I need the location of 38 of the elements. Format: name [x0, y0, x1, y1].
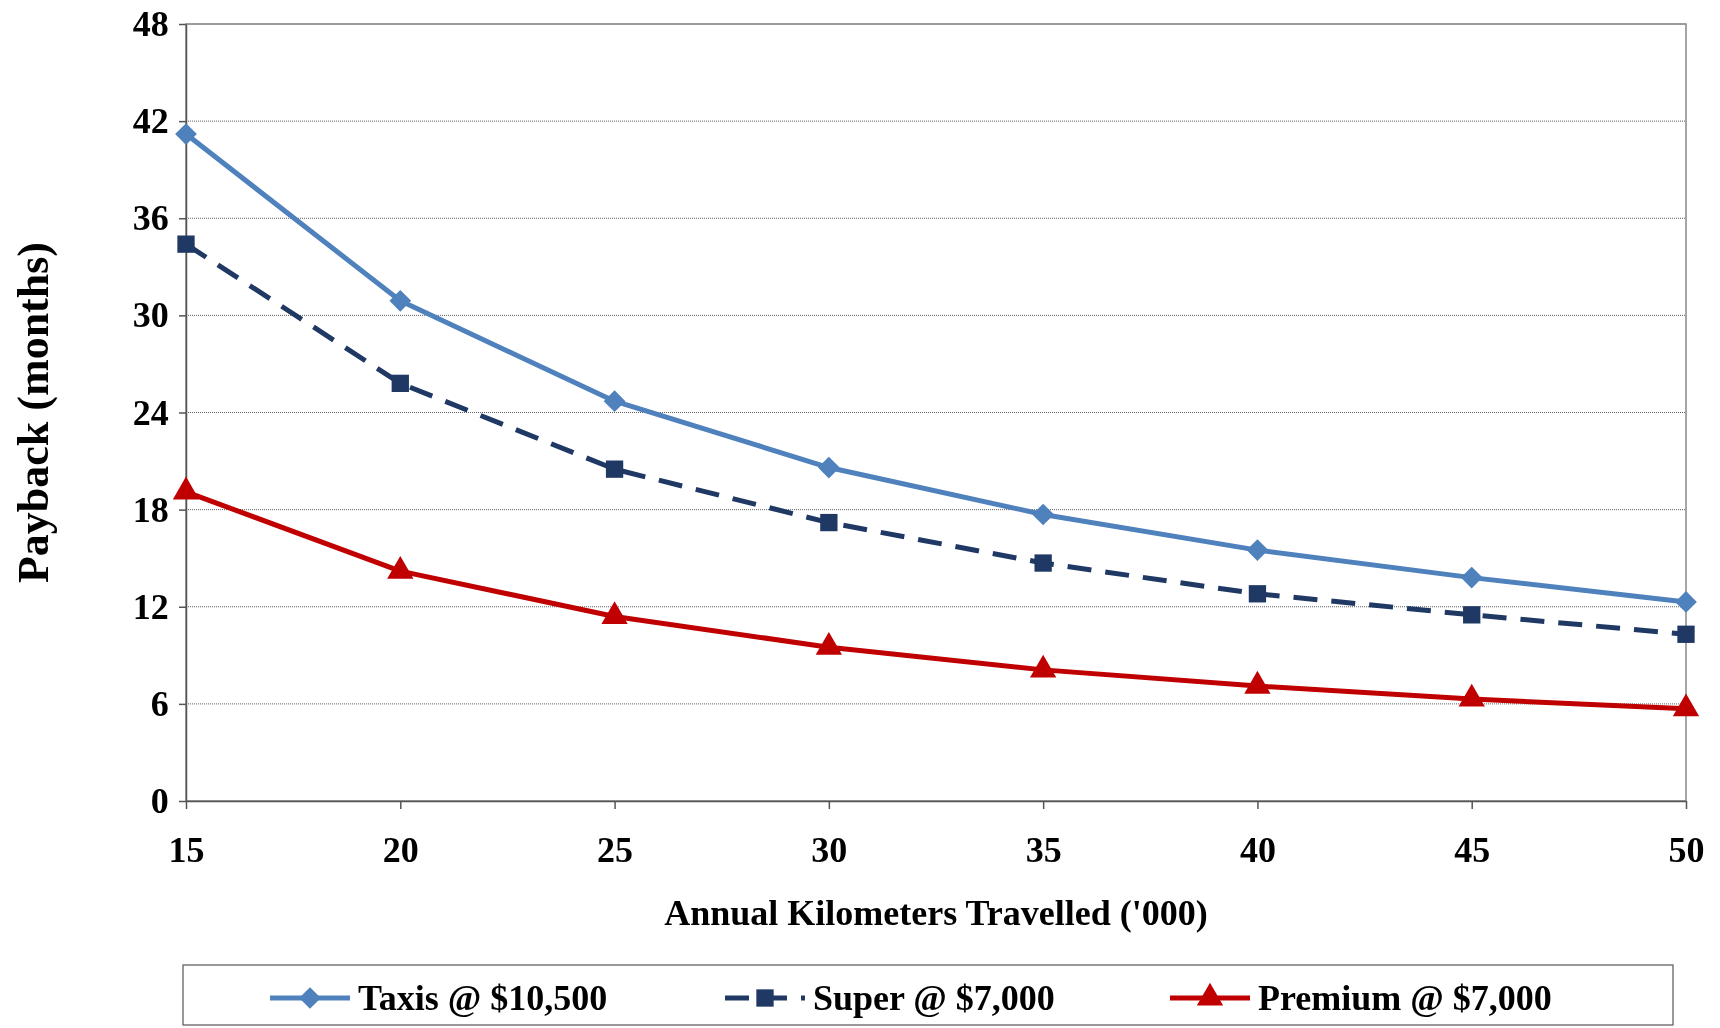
point	[820, 513, 838, 532]
point	[1246, 539, 1269, 561]
point	[391, 374, 409, 393]
x-tick-label: 15	[168, 830, 205, 871]
point	[1032, 503, 1054, 526]
y-tick-label: 24	[132, 392, 169, 433]
point	[175, 123, 197, 145]
y-axis-title: Payback (months)	[9, 241, 58, 584]
point	[603, 390, 626, 413]
x-tick-label: 40	[1239, 830, 1276, 871]
y-tick-label: 48	[132, 4, 169, 45]
point	[1034, 554, 1052, 572]
x-tick-label: 45	[1454, 830, 1491, 871]
point	[1463, 606, 1481, 624]
y-tick-label: 42	[132, 101, 169, 142]
x-axis-title: Annual Kilometers Travelled ('000)	[664, 893, 1208, 933]
point	[605, 460, 624, 478]
y-tick-label: 30	[132, 295, 169, 336]
y-tick-label: 18	[132, 489, 169, 530]
legend-label: Taxis @ $10,500	[358, 978, 608, 1018]
point	[1460, 566, 1483, 589]
legend-label: Super @ $7,000	[813, 978, 1055, 1018]
x-tick-label: 30	[811, 830, 848, 871]
y-tick-label: 0	[150, 781, 169, 822]
point	[1675, 591, 1697, 613]
point	[389, 289, 412, 312]
point	[1677, 625, 1695, 643]
point	[818, 456, 840, 479]
x-tick-label: 25	[597, 830, 634, 871]
y-tick-label: 36	[132, 198, 169, 239]
legend-label: Premium @ $7,000	[1258, 978, 1552, 1018]
x-tick-label: 20	[382, 830, 419, 871]
x-tick-label: 50	[1668, 830, 1705, 871]
y-tick-label: 12	[132, 586, 169, 627]
point	[1248, 585, 1267, 603]
point	[177, 235, 195, 253]
x-tick-label: 35	[1025, 830, 1062, 871]
y-tick-label: 6	[150, 683, 169, 724]
